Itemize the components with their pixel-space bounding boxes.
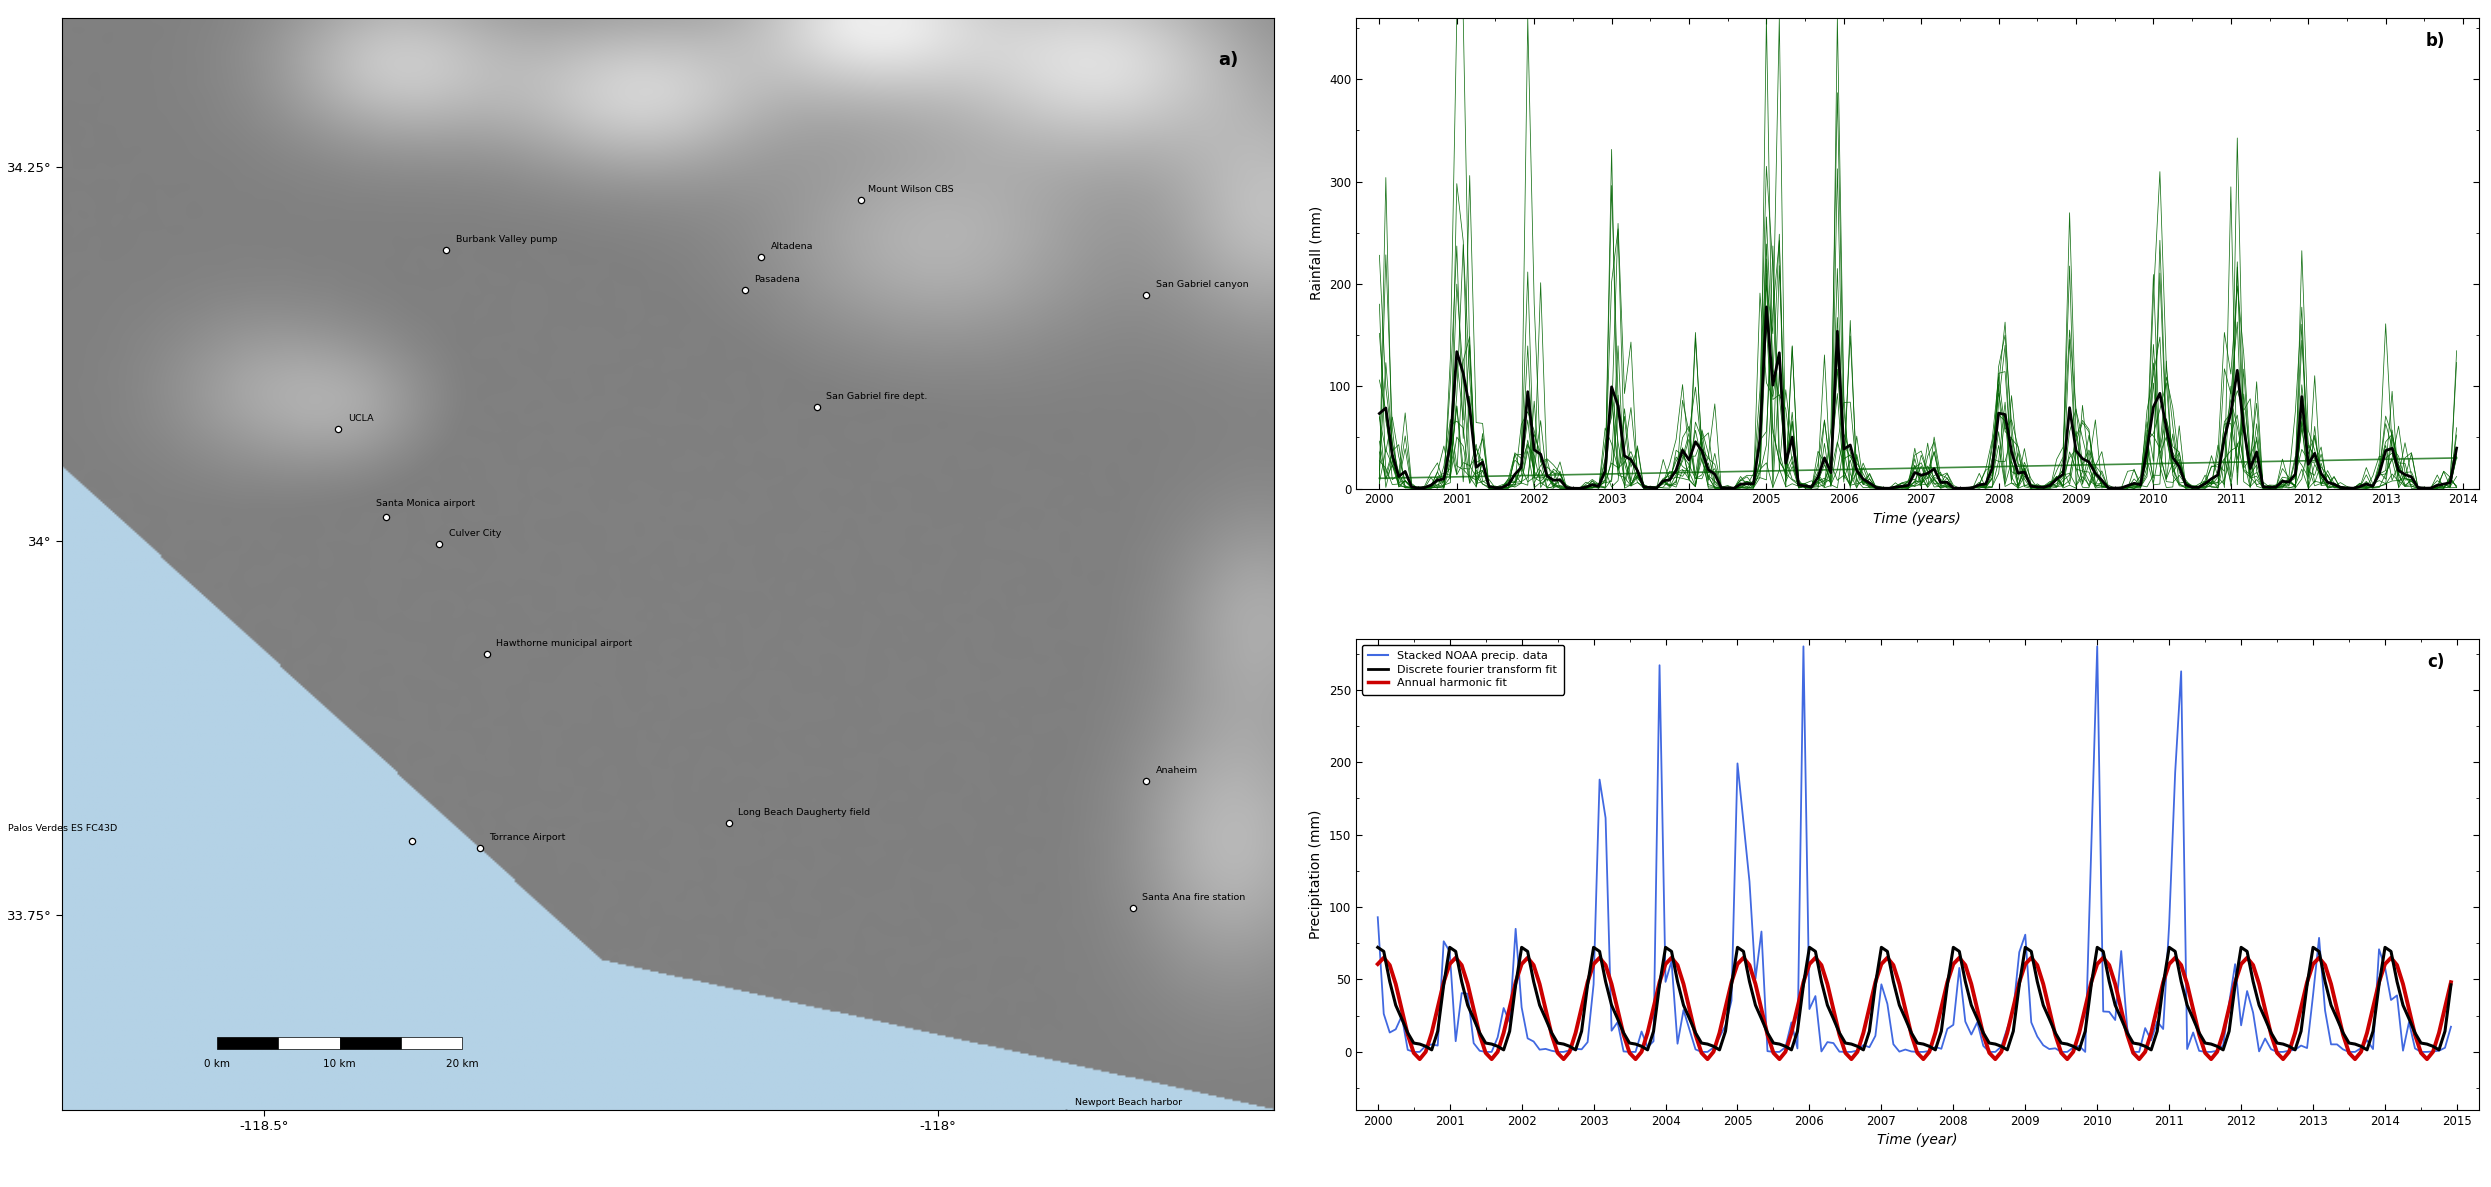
Stacked NOAA precip. data (2411, 1045, 2441, 1059)
Discrete fourier transform fit (2436, 978, 2466, 992)
Discrete fourier transform fit (1490, 1042, 1520, 1056)
Annual harmonic fit (2329, 1028, 2359, 1042)
X-axis label: Time (year): Time (year) (1878, 1134, 1958, 1148)
Text: b): b) (2426, 32, 2444, 50)
X-axis label: Time (years): Time (years) (1873, 512, 1960, 526)
Bar (339, 1036, 401, 1048)
Stacked NOAA precip. data (1776, 1015, 1806, 1029)
Stacked NOAA precip. data (1789, 640, 1818, 654)
Text: Pasadena: Pasadena (755, 275, 800, 284)
Stacked NOAA precip. data (1363, 910, 1392, 925)
Annual harmonic fit (2411, 1052, 2441, 1066)
Text: Santa Monica airport: Santa Monica airport (376, 500, 476, 508)
Text: UCLA: UCLA (349, 414, 374, 424)
Text: c): c) (2429, 653, 2444, 672)
Stacked NOAA precip. data (1380, 1022, 1410, 1036)
Text: Altadena: Altadena (770, 242, 812, 252)
Line: Annual harmonic fit: Annual harmonic fit (1378, 958, 2451, 1059)
Discrete fourier transform fit (2322, 1011, 2352, 1026)
Text: Culver City: Culver City (448, 529, 501, 539)
Text: Long Beach Daugherty field: Long Beach Daugherty field (737, 807, 869, 817)
Text: Anaheim: Anaheim (1156, 766, 1198, 775)
Annual harmonic fit (1592, 958, 1622, 972)
Text: San Gabriel canyon: San Gabriel canyon (1156, 280, 1248, 288)
Annual harmonic fit (1477, 1052, 1507, 1066)
Discrete fourier transform fit (2406, 1036, 2436, 1050)
Bar (217, 1036, 279, 1048)
Bar (401, 1036, 463, 1048)
Text: Torrance Airport: Torrance Airport (488, 833, 565, 842)
Discrete fourier transform fit (1380, 998, 1410, 1013)
Annual harmonic fit (1363, 957, 1392, 971)
Discrete fourier transform fit (1584, 945, 1614, 959)
Text: Burbank Valley pump: Burbank Valley pump (456, 235, 558, 243)
Text: Newport Beach harbor: Newport Beach harbor (1076, 1098, 1183, 1106)
Stacked NOAA precip. data (2329, 1042, 2359, 1056)
Stacked NOAA precip. data (1400, 1045, 1430, 1059)
Annual harmonic fit (2436, 975, 2466, 989)
Stacked NOAA precip. data (1495, 1015, 1524, 1029)
Text: Mount Wilson CBS: Mount Wilson CBS (867, 185, 954, 195)
Text: Hawthorne municipal airport: Hawthorne municipal airport (496, 639, 633, 648)
Text: Santa Ana fire station: Santa Ana fire station (1143, 893, 1246, 902)
Discrete fourier transform fit (1363, 940, 1392, 954)
Annual harmonic fit (1380, 977, 1410, 991)
Text: Palos Verdes ES FC43D: Palos Verdes ES FC43D (7, 824, 117, 833)
Y-axis label: Rainfall (mm): Rainfall (mm) (1310, 207, 1323, 300)
Stacked NOAA precip. data (1592, 811, 1622, 825)
Line: Discrete fourier transform fit: Discrete fourier transform fit (1378, 947, 2451, 1049)
Annual harmonic fit (1495, 1001, 1524, 1015)
Text: 20 km: 20 km (446, 1059, 478, 1069)
Text: 0 km: 0 km (204, 1059, 229, 1069)
Legend: Stacked NOAA precip. data, Discrete fourier transform fit, Annual harmonic fit: Stacked NOAA precip. data, Discrete four… (1363, 645, 1564, 694)
Annual harmonic fit (2232, 951, 2262, 965)
Stacked NOAA precip. data (2436, 1020, 2466, 1034)
Text: a): a) (1218, 51, 1238, 69)
Y-axis label: Precipitation (mm): Precipitation (mm) (1310, 810, 1323, 939)
Text: 10 km: 10 km (324, 1059, 356, 1069)
Discrete fourier transform fit (1771, 1039, 1801, 1053)
Discrete fourier transform fit (2137, 1042, 2167, 1056)
Line: Stacked NOAA precip. data: Stacked NOAA precip. data (1378, 647, 2451, 1052)
Bar (279, 1036, 339, 1048)
Annual harmonic fit (1776, 1026, 1806, 1040)
Text: San Gabriel fire dept.: San Gabriel fire dept. (827, 392, 927, 401)
